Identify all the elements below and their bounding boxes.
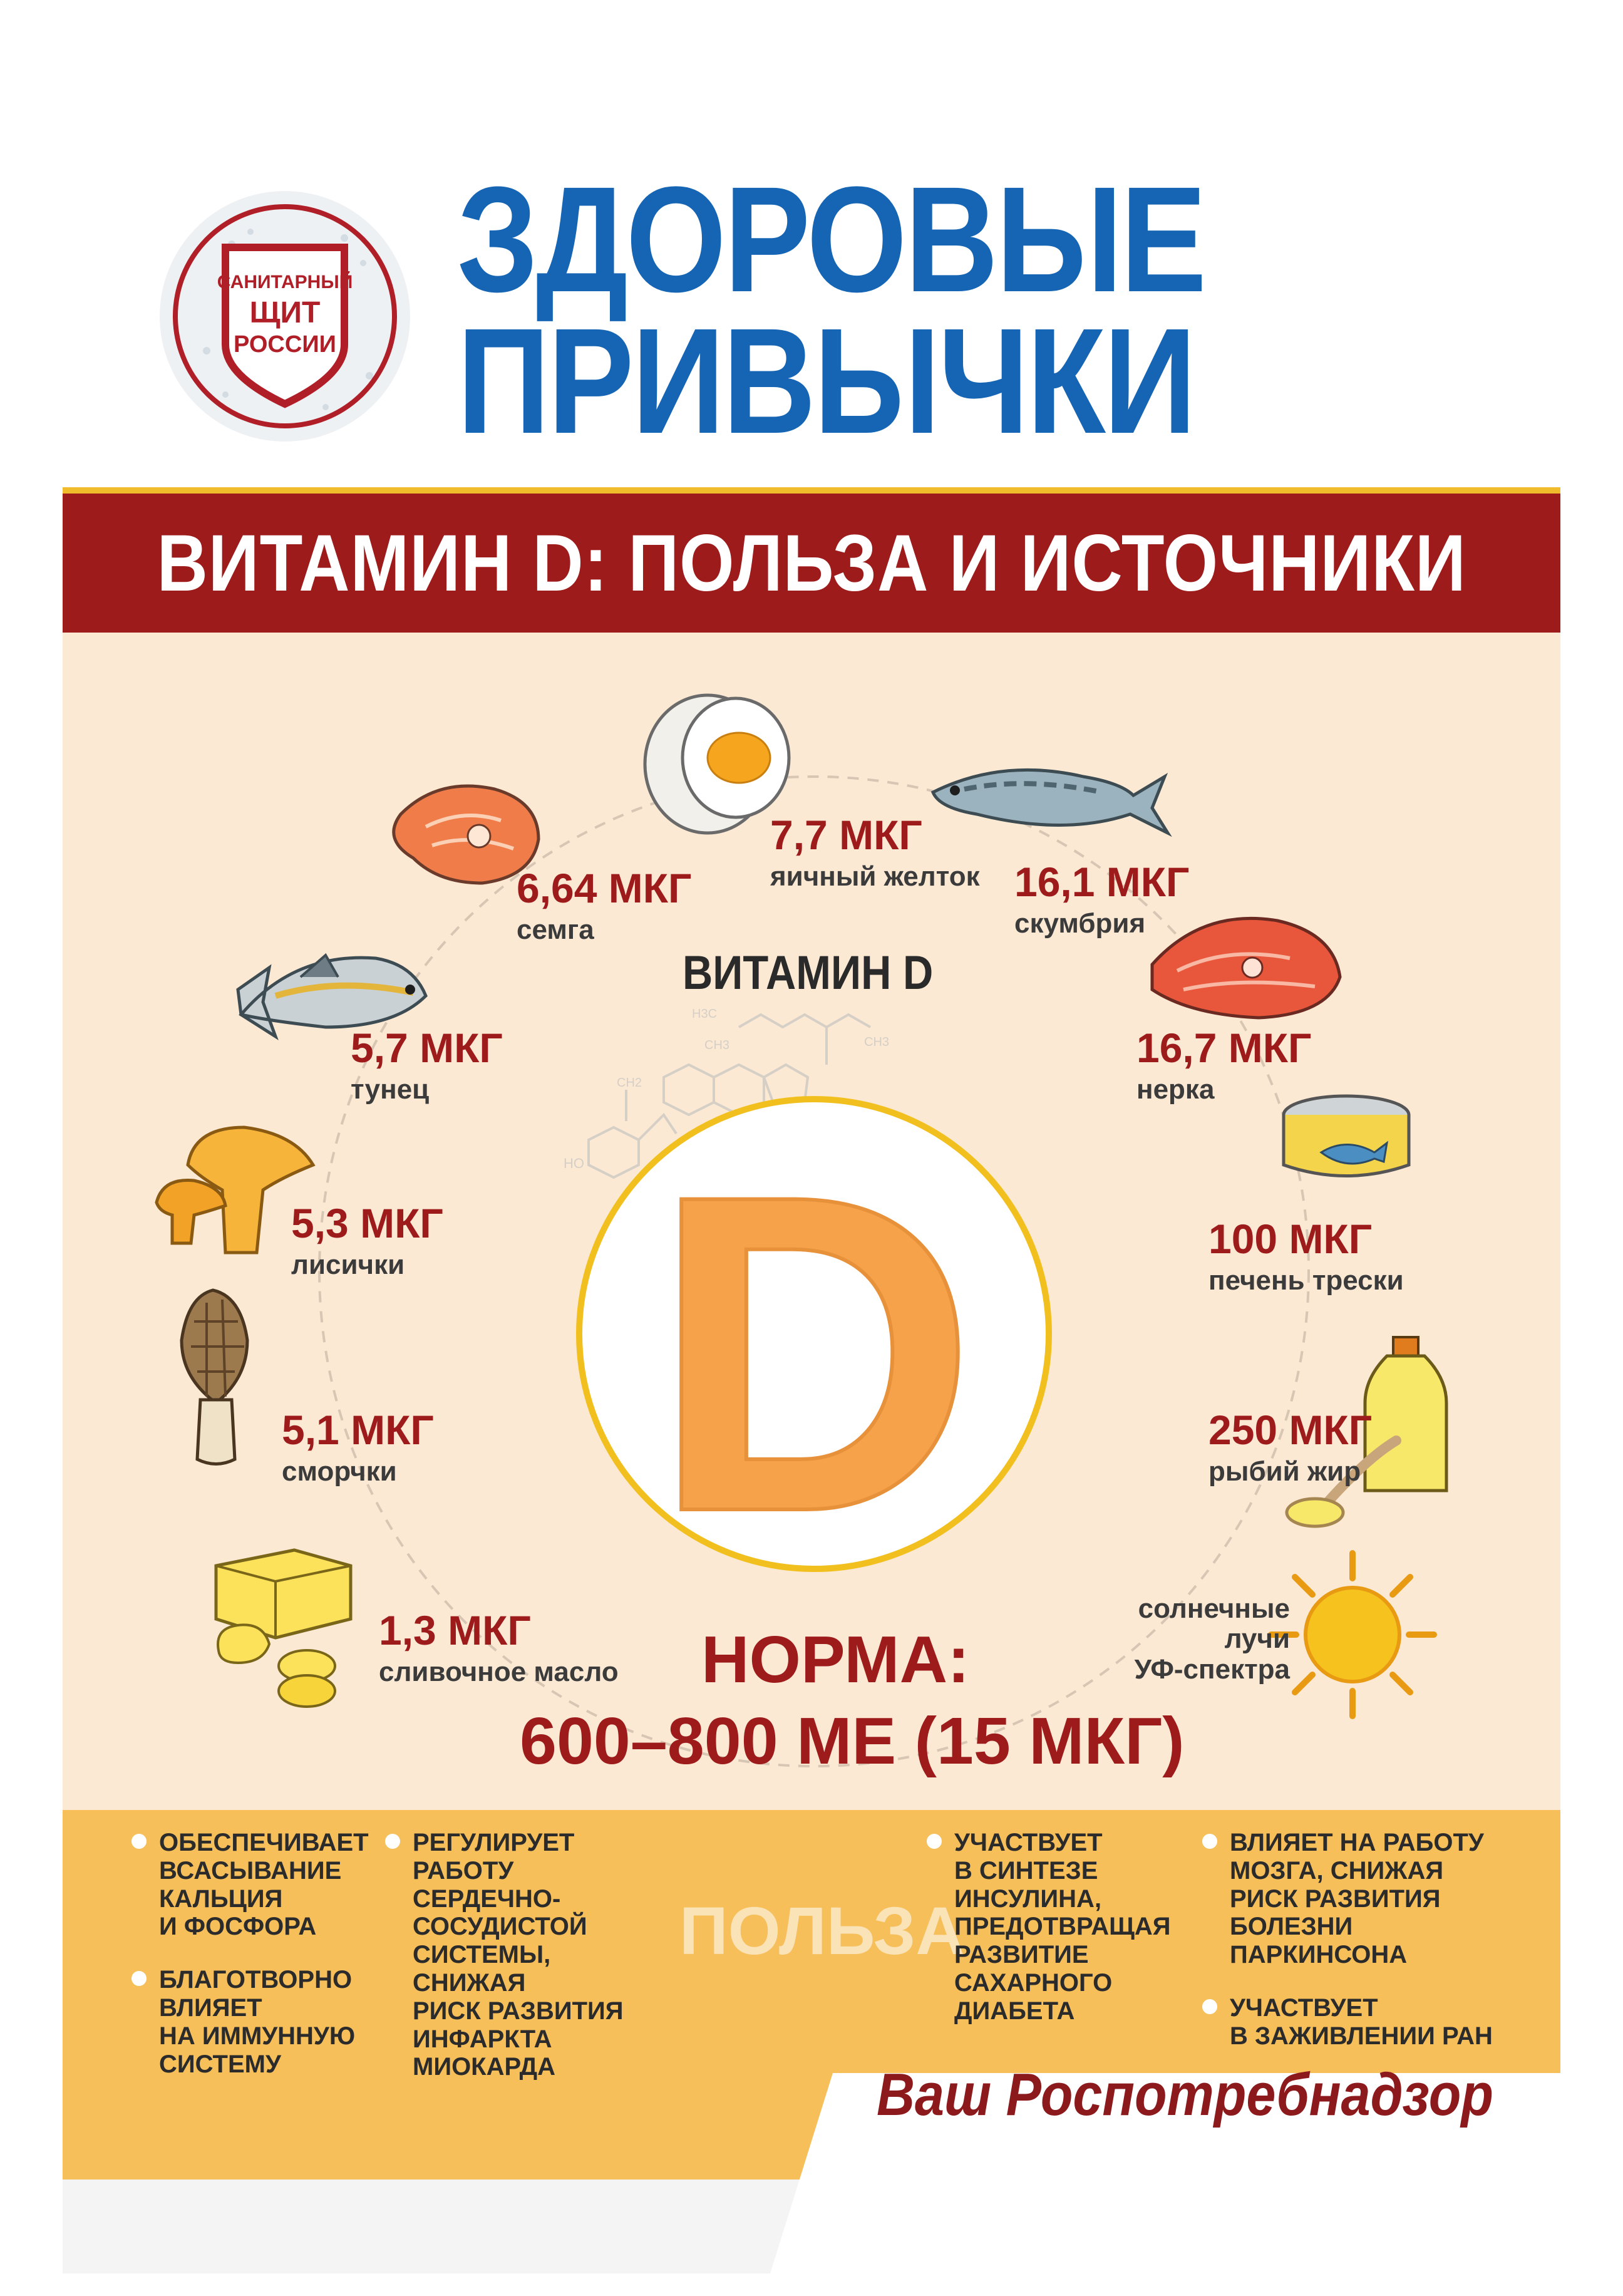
- food-label-morels: 5,1 МКГ сморчки: [282, 1409, 434, 1486]
- food-name: сморчки: [282, 1456, 397, 1487]
- food-label-salmon: 6,64 МКГ семга: [517, 867, 691, 944]
- food-label-egg-yolk: 7,7 МКГ яичный желток: [770, 814, 980, 891]
- food-label-chanterelles: 5,3 МКГ лисички: [291, 1202, 443, 1279]
- food-name: нерка: [1136, 1074, 1215, 1105]
- food-label-butter: 1,3 МКГ сливочное масло: [379, 1610, 619, 1686]
- norm-label: НОРМА:: [701, 1623, 970, 1697]
- food-label-sockeye: 16,7 МКГ нерка: [1136, 1027, 1311, 1104]
- food-amount: 7,7 МКГ: [770, 812, 922, 858]
- food-name: семга: [517, 914, 594, 945]
- food-name: скумбрия: [1014, 908, 1146, 939]
- food-amount: 250 МКГ: [1208, 1407, 1373, 1453]
- footer-signature: Ваш Роспотребнадзор: [877, 2061, 1493, 2128]
- benefit-item: ВЛИЯЕТ НА РАБОТУ МОЗГА, СНИЖАЯ РИСК РАЗВ…: [1202, 1829, 1528, 1969]
- benefit-item: УЧАСТВУЕТ В ЗАЖИВЛЕНИИ РАН: [1202, 1994, 1528, 2050]
- svg-text:ЩИТ: ЩИТ: [250, 296, 321, 329]
- sun-label-line: лучи: [1224, 1623, 1290, 1655]
- footer-tab: [770, 2073, 1560, 2273]
- benefit-item: ОБЕСПЕЧИВАЕТ ВСАСЫВАНИЕ КАЛЬЦИЯ И ФОСФОР…: [131, 1829, 394, 1941]
- food-name: тунец: [351, 1074, 430, 1105]
- food-name: печень трески: [1208, 1265, 1404, 1296]
- page-title-line2: ПРИВЫЧКИ: [457, 297, 1197, 465]
- food-amount: 1,3 МКГ: [379, 1607, 531, 1653]
- vitamin-d-heading: ВИТАМИН D: [683, 946, 934, 1000]
- page-title-line1: ЗДОРОВЫЕ: [457, 155, 1207, 323]
- food-name: сливочное масло: [379, 1657, 619, 1687]
- food-label-tuna: 5,7 МКГ тунец: [351, 1027, 503, 1104]
- food-label-fish-oil: 250 МКГ рыбий жир: [1208, 1409, 1372, 1486]
- food-name: яичный желток: [770, 861, 980, 892]
- benefits-column-3: УЧАСТВУЕТ В СИНТЕЗЕ ИНСУЛИНА, ПРЕДОТВРАЩ…: [927, 1829, 1215, 2050]
- food-amount: 6,64 МКГ: [517, 865, 692, 911]
- food-label-cod-liver: 100 МКГ печень трески: [1208, 1218, 1404, 1295]
- svg-text:САНИТАРНЫЙ: САНИТАРНЫЙ: [217, 271, 353, 292]
- benefit-item: УЧАСТВУЕТ В СИНТЕЗЕ ИНСУЛИНА, ПРЕДОТВРАЩ…: [927, 1829, 1215, 2025]
- food-name: рыбий жир: [1208, 1456, 1361, 1487]
- benefits-column-2: РЕГУЛИРУЕТ РАБОТУ СЕРДЕЧНО- СОСУДИСТОЙ С…: [385, 1829, 661, 2106]
- norm-value: 600–800 МЕ (15 МКГ): [520, 1704, 1185, 1778]
- svg-text:РОССИИ: РОССИИ: [234, 331, 336, 358]
- food-amount: 5,3 МКГ: [291, 1200, 443, 1246]
- benefits-column-4: ВЛИЯЕТ НА РАБОТУ МОЗГА, СНИЖАЯ РИСК РАЗВ…: [1202, 1829, 1528, 2076]
- divider: [63, 487, 1560, 494]
- sun-label-line: солнечные: [1138, 1593, 1290, 1624]
- food-amount: 16,7 МКГ: [1136, 1025, 1312, 1071]
- section-banner: ВИТАМИН D: ПОЛЬЗА И ИСТОЧНИКИ: [63, 494, 1560, 633]
- food-amount: 5,1 МКГ: [282, 1407, 434, 1453]
- food-label-mackerel: 16,1 МКГ скумбрия: [1014, 861, 1189, 938]
- benefits-column-1: ОБЕСПЕЧИВАЕТ ВСАСЫВАНИЕ КАЛЬЦИЯ И ФОСФОР…: [131, 1829, 394, 2103]
- food-amount: 100 МКГ: [1208, 1216, 1373, 1262]
- food-amount: 16,1 МКГ: [1014, 859, 1190, 905]
- sun-label-line: УФ-спектра: [1134, 1653, 1290, 1685]
- sanitary-shield-logo: САНИТАРНЫЙ ЩИТ РОССИИ: [160, 191, 410, 442]
- benefit-item: БЛАГОТВОРНО ВЛИЯЕТ НА ИММУННУЮ СИСТЕМУ: [131, 1966, 394, 2078]
- benefit-item: РЕГУЛИРУЕТ РАБОТУ СЕРДЕЧНО- СОСУДИСТОЙ С…: [385, 1829, 661, 2081]
- benefits-title: ПОЛЬЗА: [679, 1893, 965, 1968]
- sun-label: солнечные лучи УФ-спектра: [1102, 1593, 1290, 1685]
- banner-title: ВИТАМИН D: ПОЛЬЗА И ИСТОЧНИКИ: [157, 518, 1466, 608]
- food-amount: 5,7 МКГ: [351, 1025, 503, 1071]
- food-name: лисички: [291, 1249, 405, 1280]
